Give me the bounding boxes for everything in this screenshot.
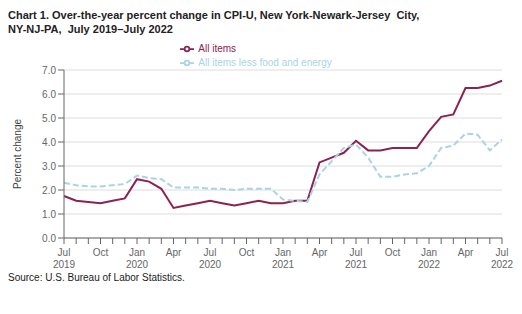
svg-text:2.0: 2.0 <box>42 185 56 196</box>
html-text:All items less food and energy: All items less food and energy <box>198 56 332 68</box>
svg-text:Oct: Oct <box>93 247 109 258</box>
html-text:Chart 1. Over-the-year percent: Chart 1. Over-the-year percent change in… <box>8 9 420 35</box>
svg-text:7.0: 7.0 <box>42 65 56 76</box>
svg-text:Jul2020: Jul2020 <box>199 247 222 270</box>
svg-text:Jul2022: Jul2022 <box>491 247 514 270</box>
svg-text:Jul2019: Jul2019 <box>53 247 76 270</box>
svg-text:0.0: 0.0 <box>42 233 56 244</box>
svg-text:Apr: Apr <box>312 247 328 258</box>
svg-text:1.0: 1.0 <box>42 209 56 220</box>
svg-text:5.0: 5.0 <box>42 113 56 124</box>
svg-text:Apr: Apr <box>458 247 474 258</box>
html-text:Source: U.S. Bureau of Labor S: Source: U.S. Bureau of Labor Statistics. <box>8 272 185 283</box>
svg-text:6.0: 6.0 <box>42 89 56 100</box>
svg-text:4.0: 4.0 <box>42 137 56 148</box>
svg-text:Jan2020: Jan2020 <box>126 247 149 270</box>
svg-text:Apr: Apr <box>166 247 182 258</box>
html-text:All items: All items <box>198 42 237 54</box>
svg-text:3.0: 3.0 <box>42 161 56 172</box>
svg-text:Oct: Oct <box>239 247 255 258</box>
svg-text:Jan2021: Jan2021 <box>272 247 295 270</box>
svg-text:Oct: Oct <box>385 247 401 258</box>
svg-text:Jan2022: Jan2022 <box>418 247 441 270</box>
svg-text:Jul2021: Jul2021 <box>345 247 368 270</box>
svg-text:Percent change: Percent change <box>12 119 23 189</box>
